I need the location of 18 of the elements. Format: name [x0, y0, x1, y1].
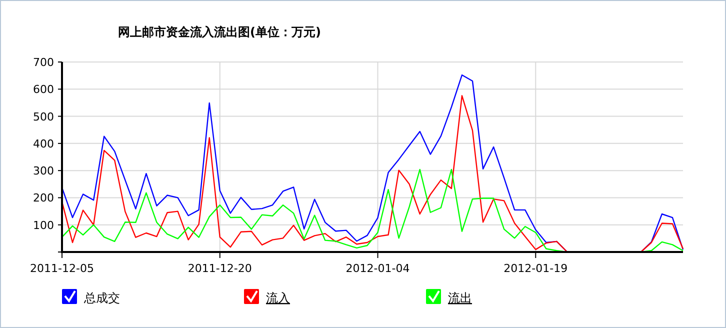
y-tick-label: 600 [33, 83, 54, 96]
y-tick-label: 300 [33, 164, 54, 178]
legend-label: 流出 [448, 291, 472, 305]
y-tick-label: 200 [33, 192, 54, 205]
y-tick-label: 100 [33, 218, 54, 232]
legend-item: 总成交 [62, 289, 120, 305]
legend-item: 流入 [244, 289, 290, 305]
legend-item: 流出 [426, 289, 472, 305]
x-tick-label: 2011-12-05 [30, 262, 94, 275]
x-tick-label: 2012-01-04 [346, 262, 410, 275]
legend-label: 流入 [266, 291, 290, 305]
legend-label: 总成交 [83, 291, 120, 305]
y-tick-label: 500 [33, 110, 54, 124]
y-tick-label: 700 [33, 56, 54, 69]
x-tick-label: 2012-01-19 [504, 262, 568, 275]
y-tick-label: 400 [33, 137, 54, 150]
chart-title: 网上邮市资金流入流出图(单位：万元) [118, 25, 321, 39]
x-tick-label: 2011-12-20 [188, 262, 252, 275]
